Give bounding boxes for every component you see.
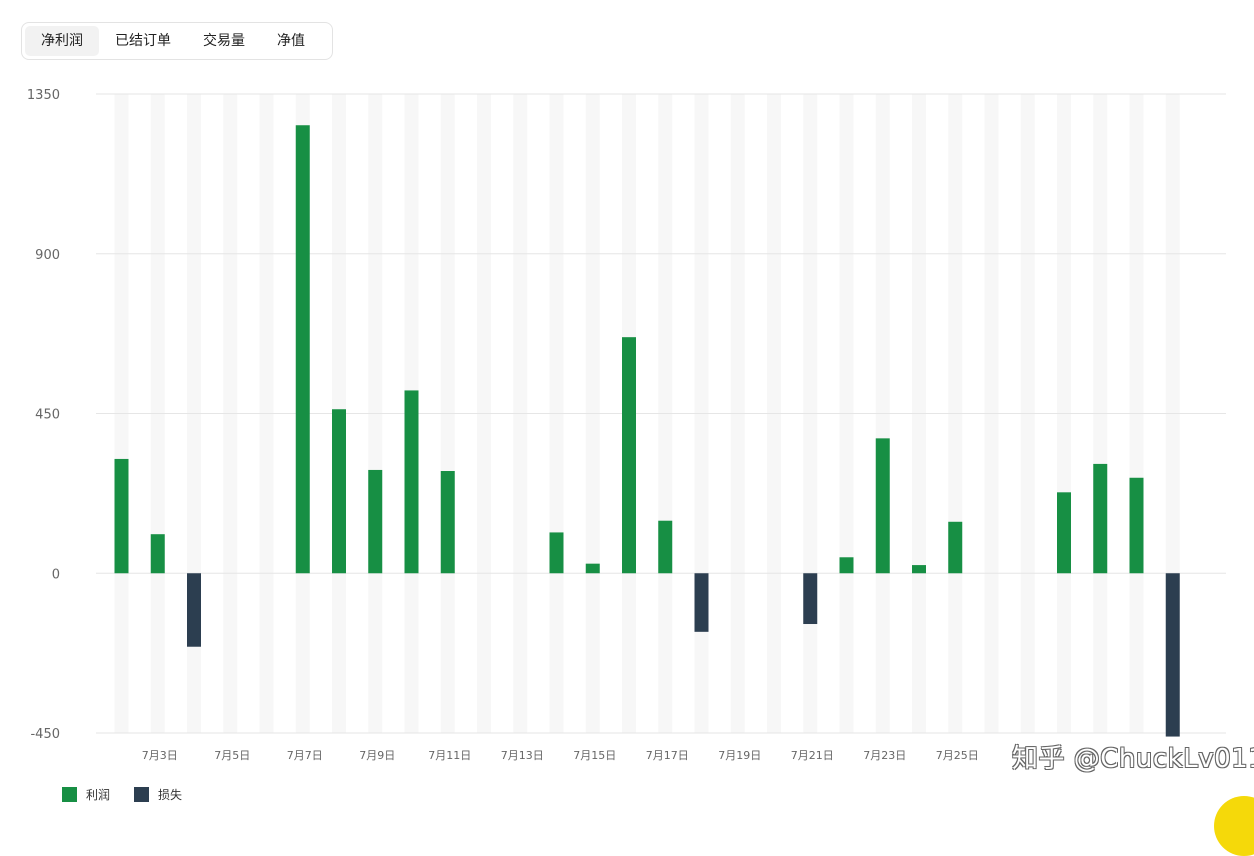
corner-badge [1214, 796, 1254, 856]
y-tick-label: 450 [35, 408, 60, 423]
x-tick-label: 7月17日 [646, 749, 689, 762]
profit-bar [1129, 477, 1144, 574]
net-profit-bar-chart: -450 0 450 900 1350 7月3日 7月5日 7月7日 7月9日 7月11日 7月13… [27, 88, 1226, 762]
x-tick-label: 7月19日 [718, 749, 761, 762]
loss-bar [803, 573, 818, 625]
chart-tabs: 净利润 已结订单 交易量 净值 [21, 22, 333, 60]
profit-bar [1093, 463, 1108, 574]
legend-item-loss[interactable]: 损失 [134, 786, 182, 803]
profit-bar [912, 565, 926, 574]
y-tick-label: 0 [52, 567, 60, 582]
legend-label-loss: 损失 [158, 788, 183, 802]
loss-bar [187, 573, 201, 647]
legend-item-profit[interactable]: 利润 [62, 786, 110, 803]
profit-bar [440, 471, 455, 574]
profit-bar [585, 563, 600, 574]
x-tick-label: 7月13日 [501, 749, 544, 762]
profit-bar [332, 409, 346, 574]
profit-bar [404, 390, 419, 574]
legend-swatch-profit [62, 787, 77, 802]
tab-volume[interactable]: 交易量 [203, 33, 245, 49]
x-tick-label: 7月11日 [428, 749, 471, 762]
profit-bar [658, 520, 673, 574]
x-tick-label: 7月3日 [142, 749, 178, 762]
tab-closed-orders[interactable]: 已结订单 [115, 33, 171, 49]
tab-net-profit[interactable]: 净利润 [25, 26, 99, 56]
x-tick-label: 7月5日 [214, 749, 250, 762]
profit-bar [839, 557, 854, 574]
x-tick-label: 7月21日 [791, 749, 834, 762]
x-tick-label: 7月25日 [936, 749, 979, 762]
profit-bar [368, 469, 383, 574]
chart-legend: 利润 损失 [62, 786, 206, 803]
loss-bar [694, 573, 709, 632]
x-tick-label: 7月7日 [287, 749, 323, 762]
profit-bar [549, 532, 564, 574]
y-tick-label: -450 [30, 727, 60, 742]
legend-swatch-loss [134, 787, 150, 802]
y-tick-label: 900 [35, 248, 60, 263]
profit-bar [295, 125, 310, 574]
x-tick-label: 7月9日 [359, 749, 395, 762]
legend-label-profit: 利润 [86, 788, 111, 802]
profit-bar [114, 458, 129, 574]
tab-net-value[interactable]: 净值 [277, 33, 305, 49]
loss-bar [1165, 573, 1180, 737]
profit-bar [622, 337, 636, 574]
y-tick-label: 1350 [27, 88, 60, 103]
x-tick-label: 7月23日 [863, 749, 906, 762]
profit-bar [1057, 492, 1071, 574]
x-tick-label: 7月15日 [573, 749, 616, 762]
profit-bar [150, 534, 165, 574]
profit-bar [948, 521, 963, 574]
profit-bar [875, 438, 890, 574]
watermark: 知乎 @ChuckLv0119 [1012, 744, 1254, 774]
